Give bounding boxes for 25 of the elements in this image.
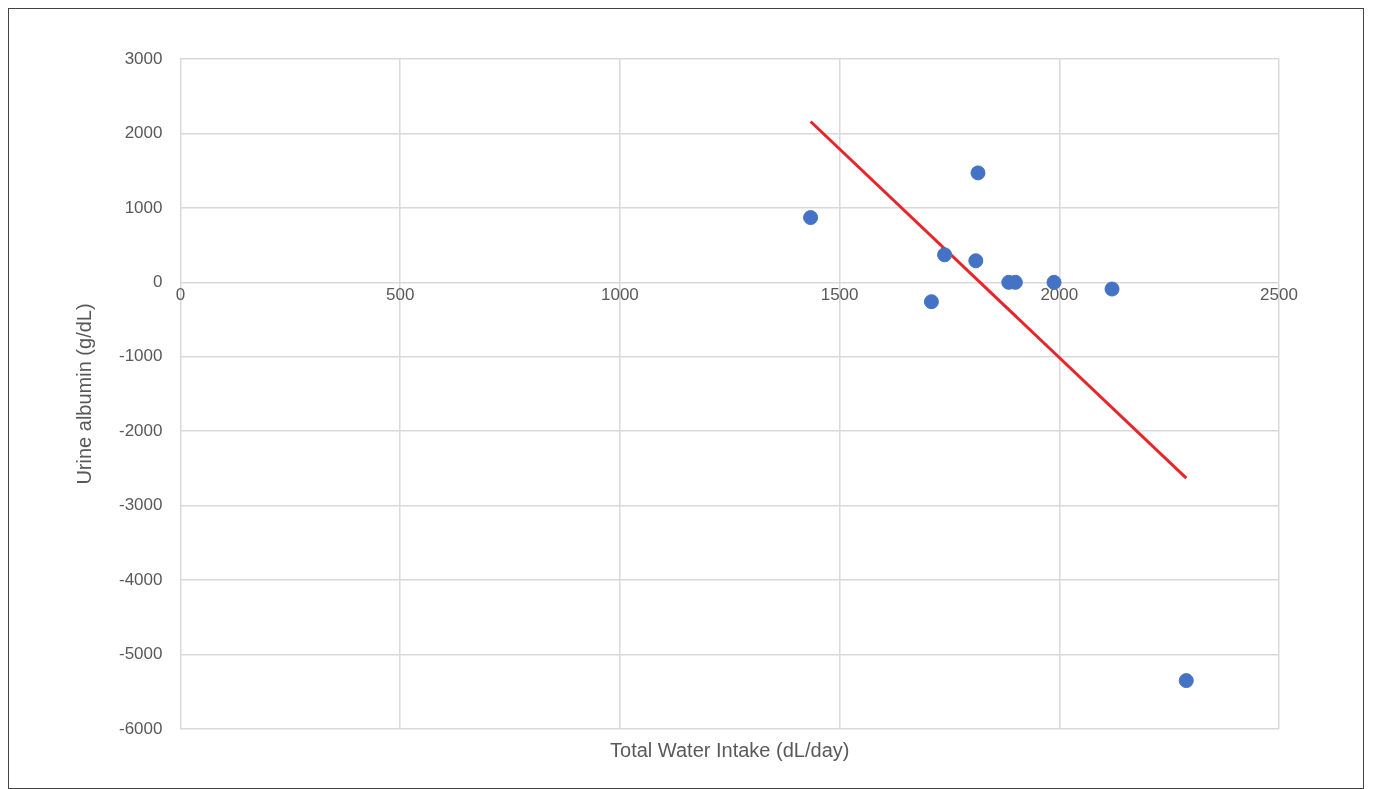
- x-tick-label: 2000: [1040, 285, 1079, 305]
- y-tick-label: -5000: [119, 644, 163, 664]
- point: [970, 165, 986, 181]
- y-tick-label: -1000: [119, 346, 163, 366]
- point: [803, 210, 819, 226]
- y-tick-label: -4000: [119, 569, 163, 589]
- point: [968, 253, 984, 269]
- point: [937, 247, 953, 263]
- y-tick-label: -2000: [119, 420, 163, 440]
- x-tick-label: 2500: [1260, 285, 1298, 305]
- y-tick-label: -3000: [119, 495, 163, 515]
- y-axis-title: Urine albumin (g/dL): [72, 303, 95, 485]
- x-tick-label: 1000: [600, 285, 639, 305]
- y-tick-label: 2000: [124, 123, 163, 143]
- x-tick-label: 500: [386, 285, 415, 305]
- y-tick-label: 0: [153, 272, 163, 292]
- y-tick-label: -6000: [119, 718, 163, 738]
- point: [1104, 281, 1120, 297]
- point: [923, 294, 939, 310]
- x-tick-label: 0: [175, 285, 186, 305]
- y-tick-label: 3000: [124, 48, 163, 68]
- point: [1178, 673, 1194, 689]
- y-tick-label: 1000: [124, 197, 163, 217]
- x-axis-title: Total Water Intake (dL/day): [610, 738, 850, 761]
- x-tick-label: 1500: [820, 285, 859, 305]
